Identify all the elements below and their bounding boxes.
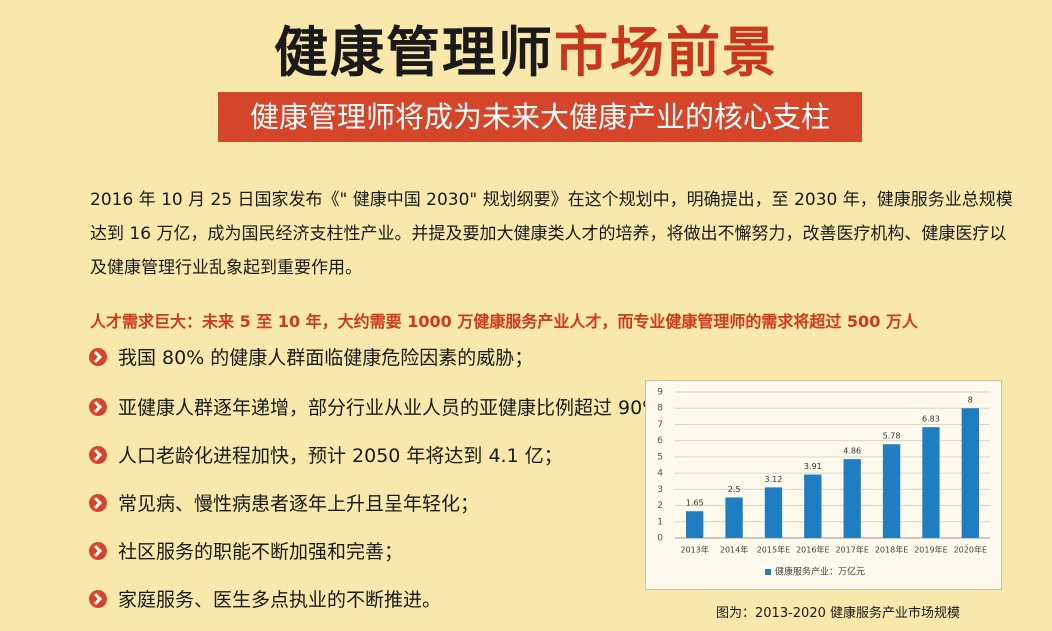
legend-label: 健康服务产业：万亿元 [775, 566, 865, 578]
value-label: 2.5 [728, 485, 741, 494]
bar [922, 427, 940, 538]
bullet-icon [89, 347, 107, 366]
x-tick-label: 2016年E [796, 545, 829, 555]
bar [725, 497, 743, 538]
y-tick-label: 1 [657, 517, 663, 527]
bullet-text: 我国 80% 的健康人群面临健康危险因素的威胁； [118, 347, 534, 369]
value-label: 6.83 [922, 415, 940, 424]
bullet-icon [89, 541, 107, 560]
bar [843, 459, 861, 538]
highlight: 人才需求巨大：未来 5 至 10 年，大约需要 1000 万健康服务产业人才，而… [90, 312, 918, 331]
x-tick-label: 2014年 [720, 545, 748, 555]
title-highlight: 市场前景 [554, 21, 778, 84]
bullet-item: 常见病、慢性病患者逐年上升且呈年轻化； [88, 489, 479, 516]
bar [882, 444, 901, 538]
bullet-text: 家庭服务、医生多点执业的不断推进。 [118, 589, 442, 611]
y-tick-label: 4 [657, 469, 663, 479]
x-tick-label: 2020年E [954, 545, 987, 555]
bullet-item: 社区服务的职能不断加强和完善； [88, 537, 403, 564]
x-tick-label: 2019年E [914, 545, 947, 555]
bullet-item: 我国 80% 的健康人群面临健康危险因素的威胁； [88, 343, 533, 370]
bullet-text: 社区服务的职能不断加强和完善； [118, 541, 404, 563]
value-label: 4.86 [843, 447, 861, 456]
y-tick-label: 6 [657, 436, 663, 446]
y-tick-label: 8 [657, 404, 663, 414]
bullet-icon [89, 397, 107, 416]
x-tick-label: 2017年E [835, 545, 868, 555]
y-tick-label: 3 [657, 485, 663, 495]
y-tick-label: 2 [657, 501, 663, 511]
x-tick-label: 2018年E [875, 545, 908, 555]
value-label: 8 [968, 396, 973, 405]
value-label: 5.78 [883, 432, 901, 441]
bullet-text: 人口老龄化进程加快，预计 2050 年将达到 4.1 亿； [118, 445, 563, 467]
bar [764, 487, 783, 538]
x-tick-label: 2013年 [681, 545, 709, 555]
bullet-item: 家庭服务、医生多点执业的不断推进。 [88, 585, 441, 612]
x-tick-label: 2015年E [757, 545, 790, 555]
value-label: 3.91 [804, 462, 822, 471]
bullet-item: 人口老龄化进程加快，预计 2050 年将达到 4.1 亿； [88, 441, 563, 468]
y-tick-label: 9 [657, 388, 663, 398]
bar [961, 408, 979, 538]
y-tick-label: 0 [657, 534, 663, 544]
title-main: 健康管理师 [274, 21, 554, 84]
legend-swatch [765, 569, 771, 575]
bar [686, 511, 704, 538]
title: 健康管理师市场前景 [0, 8, 1052, 87]
bullet-text: 常见病、慢性病患者逐年上升且呈年轻化； [118, 493, 480, 515]
chart: 0 1 2 3 4 5 6 7 8 9 2013年 2014年 2015年E 2016年E 2017年E 20… [645, 380, 1002, 590]
value-label: 1.65 [686, 499, 704, 508]
chart-frame [645, 380, 1002, 590]
intro-paragraph: 2016 年 10 月 25 日国家发布《" 健康中国 2030" 规划纲要》在… [90, 190, 1013, 278]
bullet-text: 亚健康人群逐年递增，部分行业从业人员的亚健康比例超过 90%； [118, 397, 680, 419]
y-tick-label: 5 [657, 452, 663, 462]
bullet-item: 亚健康人群逐年递增，部分行业从业人员的亚健康比例超过 90%； [88, 393, 679, 420]
bullet-icon [89, 493, 107, 512]
value-label: 3.12 [765, 475, 783, 484]
bar [804, 474, 822, 538]
bullet-icon [89, 589, 107, 608]
chart-caption: 图为：2013-2020 健康服务产业市场规模 [716, 606, 960, 621]
bullet-icon [89, 445, 107, 464]
banner: 健康管理师将成为未来大健康产业的核心支柱 [218, 92, 862, 142]
y-tick-label: 7 [657, 420, 663, 430]
